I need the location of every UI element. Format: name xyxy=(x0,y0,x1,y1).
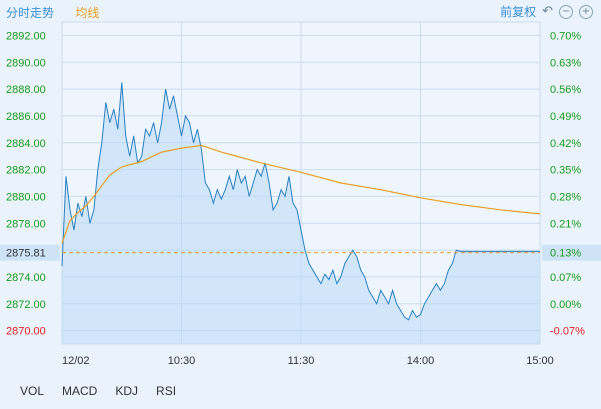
y-right-tick-label: 0.07% xyxy=(550,272,581,284)
y-right-tick-label: 0.49% xyxy=(550,111,581,123)
zoom-out-icon[interactable]: − xyxy=(559,4,573,19)
y-right-tick-label: 0.00% xyxy=(550,299,581,311)
y-tick-label: 2892.00 xyxy=(6,30,46,42)
y-right-tick-label: 0.42% xyxy=(550,138,581,150)
indicator-tab-macd[interactable]: MACD xyxy=(62,384,98,398)
tab-moving-average[interactable]: 均线 xyxy=(75,6,100,20)
y-right-tick-label: 0.63% xyxy=(550,57,581,69)
reference-label-bg-left xyxy=(0,244,60,261)
y-tick-label: 2874.00 xyxy=(6,272,46,284)
undo-icon[interactable]: ↶ xyxy=(542,4,553,19)
indicator-tab-kdj[interactable]: KDJ xyxy=(115,384,139,398)
reference-label-bg-right xyxy=(542,244,601,261)
y-tick-label: 2890.00 xyxy=(6,57,46,69)
adjust-button[interactable]: 前复权 xyxy=(500,5,537,19)
price-line xyxy=(61,82,540,321)
x-tick-label: 15:00 xyxy=(526,355,554,367)
indicator-tabs: VOL MACD KDJ RSI xyxy=(20,384,176,398)
indicator-tab-vol[interactable]: VOL xyxy=(20,384,45,398)
x-tick-label: 11:30 xyxy=(288,355,315,367)
y-right-tick-label: 0.56% xyxy=(550,84,581,96)
y-tick-label: 2886.00 xyxy=(6,111,46,123)
y-right-tick-label: -0.07% xyxy=(550,326,585,338)
x-tick-label: 10:30 xyxy=(168,355,196,367)
y-tick-label: 2880.00 xyxy=(6,191,46,203)
tab-intraday[interactable]: 分时走势 xyxy=(6,6,55,20)
y-right-tick-label: 0.35% xyxy=(550,165,581,177)
average-line xyxy=(61,144,541,244)
zoom-in-icon[interactable]: + xyxy=(579,4,593,19)
header-controls: 前复权 ↶ − + xyxy=(500,3,593,20)
x-tick-label: 12/02 xyxy=(62,355,90,367)
y-tick-label: 2878.00 xyxy=(6,218,46,230)
x-tick-label: 14:00 xyxy=(407,355,435,367)
reference-price-label: 2875.81 xyxy=(6,248,46,260)
indicator-tab-rsi[interactable]: RSI xyxy=(156,384,177,398)
reference-pct-label: 0.13% xyxy=(550,248,581,260)
y-tick-label: 2872.00 xyxy=(6,299,46,311)
y-tick-label: 2884.00 xyxy=(6,138,46,150)
y-tick-label: 2870.00 xyxy=(6,326,46,338)
y-tick-label: 2888.00 xyxy=(6,84,46,96)
y-right-tick-label: 0.28% xyxy=(550,191,581,203)
y-right-tick-label: 0.21% xyxy=(550,218,581,230)
y-right-tick-label: 0.70% xyxy=(550,30,581,42)
y-tick-label: 2882.00 xyxy=(6,165,46,177)
header-tabs: 分时走势 均线 xyxy=(6,4,117,21)
